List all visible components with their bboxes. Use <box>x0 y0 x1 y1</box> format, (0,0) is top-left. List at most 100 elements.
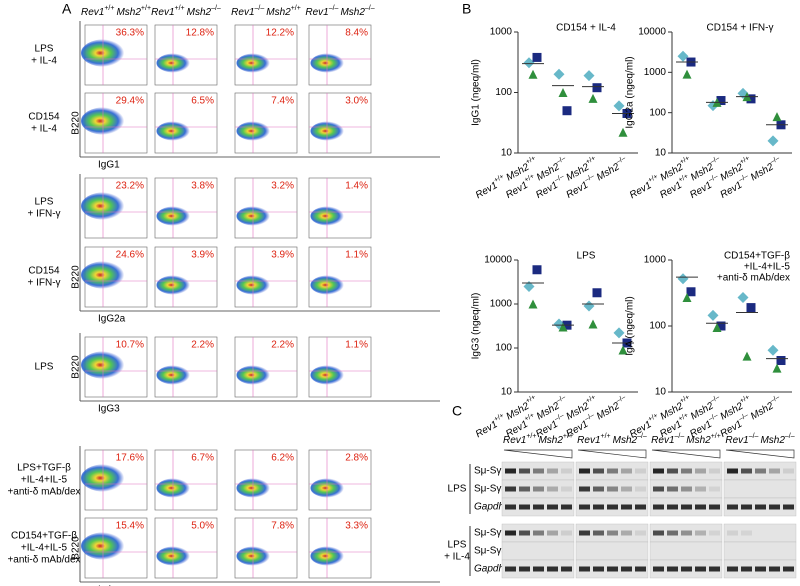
data-point <box>772 363 782 373</box>
band <box>607 486 618 492</box>
percent-label: 3.3% <box>345 521 368 532</box>
percent-label: 1.1% <box>345 250 368 261</box>
band <box>695 504 706 510</box>
density <box>310 53 348 73</box>
x-axis-label: IgA <box>98 585 113 586</box>
superscript: –/– <box>749 433 759 440</box>
band <box>635 566 646 572</box>
percent-label: 23.2% <box>116 181 144 192</box>
gene: Msh2 <box>340 7 365 18</box>
band <box>783 468 794 474</box>
band <box>695 566 706 572</box>
superscript: –/– <box>709 394 721 405</box>
superscript: +/+ <box>104 5 114 12</box>
panel-label: C <box>452 403 462 419</box>
band <box>607 468 618 474</box>
band-label: Sμ-Sγ3 <box>474 484 507 495</box>
data-point <box>583 70 595 82</box>
gel <box>575 541 649 561</box>
percent-label: 29.4% <box>116 96 144 107</box>
band <box>709 468 720 474</box>
band <box>561 566 572 572</box>
data-point <box>746 303 756 313</box>
density <box>236 53 274 73</box>
gene: Msh2 <box>187 7 212 18</box>
data-point <box>523 57 535 69</box>
gel <box>723 479 797 499</box>
band <box>533 468 544 474</box>
superscript: –/– <box>709 155 721 166</box>
dilution-wedge <box>651 449 721 459</box>
band-label: Sμ-Sγ1 <box>474 466 507 477</box>
band <box>547 504 558 510</box>
density <box>81 107 129 135</box>
percent-label: 8.4% <box>345 28 368 39</box>
superscript: +/+ <box>563 433 573 440</box>
band <box>769 566 780 572</box>
genotype-label: Rev1+/+Msh2+/+ <box>503 433 573 446</box>
y-tick-label: 1000 <box>644 255 667 266</box>
y-tick-label: 100 <box>649 107 666 118</box>
density <box>236 275 274 295</box>
percent-label: 6.2% <box>271 453 294 464</box>
band <box>695 486 706 492</box>
gene: Rev1 <box>503 435 526 446</box>
data-point <box>686 287 696 297</box>
data-point <box>618 345 628 355</box>
density <box>81 464 129 492</box>
y-axis-label: IgG2a (ngeq/ml) <box>625 56 636 128</box>
superscript: –/– <box>707 412 719 423</box>
data-point <box>532 52 542 62</box>
y-tick-label: 100 <box>649 321 666 332</box>
gene: Msh2 <box>116 7 141 18</box>
density <box>156 206 194 226</box>
superscript: –/– <box>553 412 565 423</box>
y-tick-label: 10000 <box>484 255 512 266</box>
band <box>505 504 516 510</box>
density <box>236 365 274 385</box>
superscript: +/+ <box>677 412 689 423</box>
y-axis-label: IgG3 (ngeq/ml) <box>471 293 482 360</box>
y-tick-label: 10 <box>501 387 513 398</box>
gene: Msh2 <box>760 435 785 446</box>
density <box>310 275 348 295</box>
x-axis-label: IgG2a <box>98 314 126 325</box>
superscript: +/+ <box>525 155 537 166</box>
genotype-label: Rev1–/–Msh2+/+ <box>231 5 301 18</box>
band <box>727 468 738 474</box>
band-label: Sμ-Sγ1 <box>474 528 507 539</box>
superscript: +/+ <box>526 433 536 440</box>
superscript: +/+ <box>647 173 659 184</box>
band <box>561 504 572 510</box>
band <box>709 566 720 572</box>
band <box>593 486 604 492</box>
band-label: Sμ-Sγ3 <box>474 546 507 557</box>
density <box>81 351 129 379</box>
data-point <box>558 322 568 332</box>
dilution-wedge <box>577 449 647 459</box>
percent-label: 3.0% <box>345 96 368 107</box>
band <box>519 530 530 536</box>
data-point <box>588 319 598 329</box>
band <box>533 504 544 510</box>
data-point <box>682 293 692 303</box>
band <box>667 566 678 572</box>
chart-title: CD154 + IL-4 <box>556 23 616 34</box>
superscript: +/+ <box>175 5 185 12</box>
superscript: –/– <box>555 394 567 405</box>
band <box>593 566 604 572</box>
band <box>607 530 618 536</box>
condition-label: CD154 <box>28 266 60 277</box>
data-point <box>592 288 602 298</box>
gel <box>649 541 723 561</box>
density <box>156 546 194 566</box>
band <box>727 566 738 572</box>
superscript: +/+ <box>523 412 535 423</box>
percent-label: 5.0% <box>191 521 214 532</box>
band <box>667 468 678 474</box>
band <box>653 504 664 510</box>
data-point <box>682 69 692 79</box>
percent-label: 3.2% <box>271 181 294 192</box>
superscript: –/– <box>769 155 781 166</box>
